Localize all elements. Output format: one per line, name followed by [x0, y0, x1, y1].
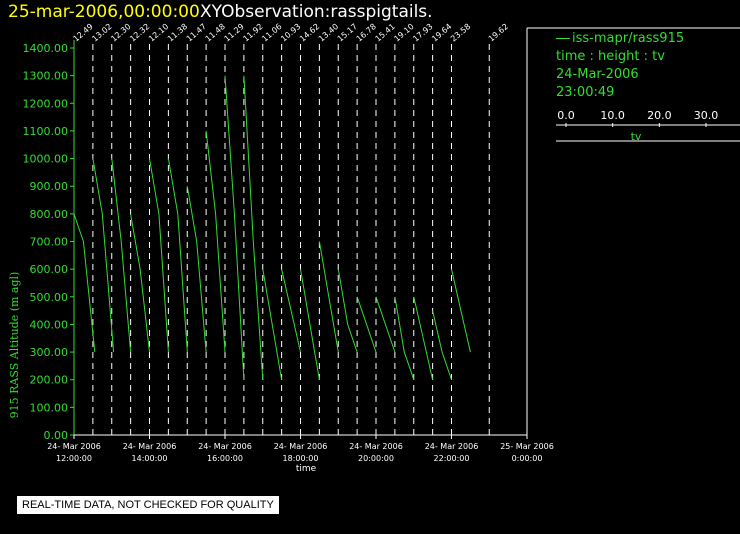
x-tick-time: 22:00:00	[434, 454, 470, 463]
legend-series: iss-mapr/rass915	[556, 30, 684, 48]
profile-label: 19.62	[487, 22, 510, 44]
profile-series	[205, 130, 226, 353]
profile-label: 10.93	[279, 22, 302, 44]
profile-label: 15.41	[374, 22, 397, 44]
profile-series	[224, 75, 245, 380]
profile-series	[432, 310, 452, 380]
title-date: 25-mar-2006,00:00:00	[8, 2, 200, 22]
profile-series	[451, 268, 471, 353]
scale-ticks: 0.0 10.0 20.0 30.0	[557, 109, 718, 127]
profile-label: 19.64	[430, 22, 453, 44]
profile-series	[167, 158, 188, 353]
profile-label: 13.02	[90, 22, 113, 44]
y-tick-label: 1000.00	[23, 153, 69, 166]
profile-label: 12.49	[72, 22, 95, 44]
y-tick-label: 0.00	[44, 429, 69, 442]
x-tick-date: 24- Mar 2006	[425, 442, 479, 451]
x-tick-time: 16:00:00	[207, 454, 243, 463]
disclaimer: REAL-TIME DATA, NOT CHECKED FOR QUALITY	[17, 496, 279, 514]
y-axis-label: 915 RASS Altitude (m agl)	[8, 272, 21, 419]
scale-label: tv	[631, 130, 642, 143]
title-observation: XYObservation:rasspigtails.	[200, 2, 433, 22]
profile-series	[73, 213, 96, 353]
scale-tick-label: 10.0	[600, 109, 625, 122]
y-tick-label: 800.00	[30, 208, 69, 221]
x-axis-label: time	[296, 464, 317, 474]
profile-label: 11.38	[166, 22, 189, 44]
profile-label: 12.30	[109, 22, 132, 44]
profile-label: 14.62	[298, 22, 321, 44]
chart-grid: 12.4913.0212.3012.3212.1011.3811.4711.48…	[72, 22, 510, 435]
legend-date: 24-Mar-2006	[556, 67, 639, 82]
profile-label: 12.10	[147, 22, 170, 44]
profile-series	[394, 296, 415, 380]
profile-series	[300, 269, 320, 380]
legend-variables: time : height : tv	[556, 49, 665, 64]
legend: iss-mapr/rass915 time : height : tv 24-M…	[556, 30, 684, 102]
scale-tick-label: 30.0	[694, 109, 719, 122]
profile-series	[111, 158, 132, 353]
x-tick-time: 0:00:00	[512, 454, 543, 463]
profile-label: 13.40	[317, 22, 340, 44]
y-tick-label: 300.00	[30, 346, 69, 359]
legend-series-label: iss-mapr/rass915	[572, 31, 685, 46]
profile-label: 23.58	[449, 22, 472, 44]
legend-time: 23:00:49	[556, 85, 615, 100]
profile-label: 11.92	[241, 22, 264, 44]
profile-label: 16.78	[355, 22, 378, 44]
profile-series	[186, 186, 207, 353]
scale-tick-label: 20.0	[647, 109, 672, 122]
profile-series	[356, 296, 377, 353]
profile-series	[149, 158, 169, 353]
profile-series	[92, 158, 115, 353]
profile-label: 17.93	[411, 22, 434, 44]
profile-series	[130, 213, 150, 353]
x-tick-date: 25- Mar 2006	[500, 442, 554, 451]
profile-series	[318, 241, 339, 353]
chart-series	[73, 75, 471, 380]
scale-tick-label: 0.0	[557, 109, 575, 122]
profile-label: 19.10	[392, 22, 415, 44]
x-tick-time: 12:00:00	[56, 454, 92, 463]
x-tick-date: 24- Mar 2006	[349, 442, 403, 451]
scale-bar: 0.0 10.0 20.0 30.0 tv	[556, 109, 740, 143]
y-tick-label: 900.00	[30, 180, 69, 193]
profile-label: 12.32	[128, 22, 151, 44]
legend-swatch	[556, 38, 570, 39]
y-tick-label: 1200.00	[23, 97, 69, 110]
chart-ticks: 0.00 100.00 200.00 300.00 400.00 500.00 600.00…	[23, 42, 554, 463]
profile-series	[337, 269, 358, 353]
x-tick-time: 18:00:00	[283, 454, 319, 463]
y-tick-label: 700.00	[30, 236, 69, 249]
x-tick-date: 24- Mar 2006	[123, 442, 177, 451]
profile-label: 11.29	[223, 22, 246, 44]
y-tick-label: 1400.00	[23, 42, 69, 55]
y-tick-label: 200.00	[30, 374, 69, 387]
profile-label: 11.06	[260, 22, 283, 44]
profile-series	[413, 296, 434, 380]
profile-label: 11.48	[204, 22, 227, 44]
profile-series	[375, 296, 396, 353]
profile-label: 15.17	[336, 22, 359, 44]
y-tick-label: 600.00	[30, 263, 69, 276]
profile-series	[243, 75, 264, 380]
y-tick-label: 1300.00	[23, 70, 69, 83]
y-tick-label: 500.00	[30, 291, 69, 304]
profile-label: 11.47	[185, 22, 208, 44]
x-tick-time: 14:00:00	[132, 454, 168, 463]
y-tick-label: 1100.00	[23, 125, 69, 138]
x-tick-date: 24- Mar 2006	[47, 442, 101, 451]
y-tick-label: 400.00	[30, 318, 69, 331]
x-tick-date: 24- Mar 2006	[274, 442, 328, 451]
profile-series	[262, 269, 283, 380]
y-tick-label: 100.00	[30, 401, 69, 414]
x-tick-date: 24- Mar 2006	[198, 442, 252, 451]
x-tick-time: 20:00:00	[358, 454, 394, 463]
profile-series	[281, 268, 301, 353]
